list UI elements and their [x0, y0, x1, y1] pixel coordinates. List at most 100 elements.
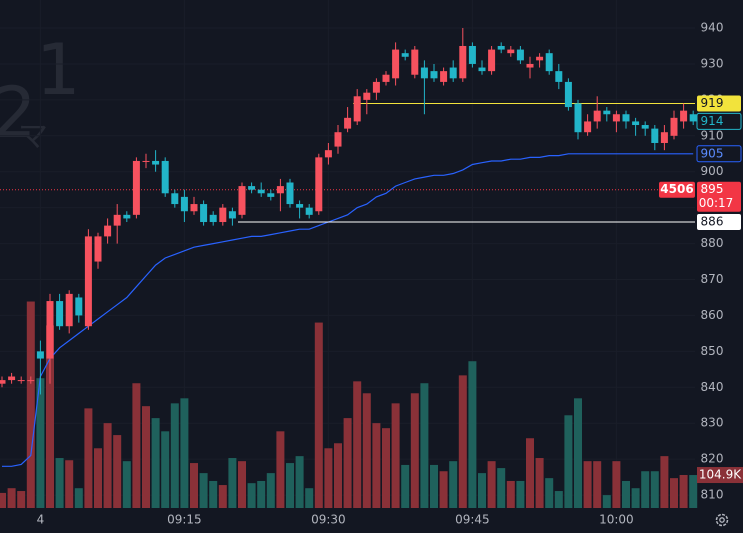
candle-body	[190, 204, 198, 212]
price-tag: 919	[697, 95, 741, 112]
candle-body	[478, 67, 486, 72]
candle-body	[555, 71, 563, 82]
volume-bar	[151, 418, 160, 508]
candle-body	[468, 45, 476, 64]
candle-body	[420, 67, 428, 79]
volume-bar	[324, 448, 333, 508]
volume-bar	[679, 475, 688, 508]
volume-bar	[506, 480, 515, 508]
candle-body	[401, 53, 409, 57]
volume-bar	[468, 361, 477, 508]
volume-bar	[458, 375, 467, 508]
volume-bar	[593, 461, 602, 508]
candle-body	[507, 49, 515, 54]
candle-body	[536, 56, 544, 61]
candle-body	[430, 71, 438, 79]
candle-body	[440, 71, 448, 82]
volume-bar	[228, 458, 237, 508]
volume-bar	[622, 480, 630, 508]
volume-bar	[689, 475, 698, 508]
x-tick-label: 10:00	[599, 513, 634, 527]
price-tag-box	[697, 214, 741, 231]
side-tag-box	[659, 181, 695, 198]
volume-bar	[439, 471, 448, 508]
volume-bar	[574, 398, 582, 508]
candle-body	[56, 301, 64, 327]
volume-bar	[26, 301, 35, 508]
candle-body	[382, 74, 390, 82]
volume-bar	[295, 456, 304, 508]
price-tag-box	[696, 112, 742, 130]
candle-body	[228, 211, 236, 219]
price-tag: 905	[696, 145, 742, 163]
watermark: 2 1 マ	[0, 29, 81, 154]
volume-bar	[74, 488, 83, 508]
candle-body	[488, 49, 496, 72]
y-tick-label: 850	[701, 344, 724, 358]
volume-bar	[46, 325, 54, 508]
volume-bar	[487, 461, 496, 508]
candle-body	[113, 214, 121, 226]
volume-bar	[420, 383, 429, 508]
volume-bar	[132, 383, 141, 508]
y-tick-label: 820	[701, 452, 724, 466]
volume-bar	[65, 460, 74, 508]
price-tag-box	[697, 95, 741, 112]
candle-body	[267, 193, 275, 197]
candle-body	[248, 186, 256, 190]
candle-body	[641, 125, 649, 129]
candle-body	[65, 293, 73, 327]
volume-bar	[7, 488, 16, 508]
candle-body	[632, 121, 640, 126]
volume-bar	[497, 468, 506, 508]
candle-body	[670, 117, 678, 136]
candle-body	[180, 196, 188, 212]
volume-bar	[391, 403, 400, 508]
y-tick-label: 840	[701, 380, 724, 394]
price-tag-label: 914	[701, 114, 724, 128]
volume-bar	[660, 456, 669, 508]
y-tick-label: 830	[701, 416, 724, 430]
settings-icon[interactable]	[715, 513, 729, 527]
x-tick-label: 09:45	[455, 513, 490, 527]
y-tick-label: 880	[701, 236, 724, 250]
volume-bar	[113, 435, 122, 508]
volume-bar	[190, 463, 198, 508]
y-tick-label: 900	[701, 164, 724, 178]
candle-body	[344, 117, 352, 129]
candle-body	[257, 189, 265, 194]
candle-body	[75, 297, 83, 316]
volume-bar	[362, 393, 371, 508]
volume-bar	[583, 461, 592, 508]
volume-bar	[84, 408, 93, 508]
x-tick-label: 4	[37, 513, 45, 527]
candle-body	[286, 182, 294, 205]
candle-body	[660, 132, 668, 143]
candle-body	[622, 114, 630, 122]
price-tag-box	[697, 181, 741, 212]
candle-body	[411, 49, 419, 75]
candle-body	[603, 110, 611, 115]
volume-bar	[276, 431, 285, 508]
volume-bar	[36, 378, 45, 508]
volume-bar	[564, 415, 573, 508]
watermark-text: 1	[36, 29, 81, 111]
candle-body	[497, 45, 505, 50]
candle-body	[363, 92, 371, 100]
volume-bar	[17, 491, 26, 508]
volume-bar	[170, 403, 179, 508]
candle-body	[161, 160, 169, 194]
volume-bar	[430, 464, 438, 508]
volume-tag-label: 104.9K	[699, 468, 742, 482]
candle-body	[574, 103, 582, 133]
candle-body	[372, 81, 380, 93]
candle-body	[516, 49, 524, 61]
volume-bar	[0, 492, 6, 508]
volume-bar	[612, 461, 621, 508]
candle-body	[152, 160, 160, 165]
price-tag: 914	[696, 112, 742, 130]
candle-body	[142, 160, 150, 162]
candle-body	[593, 110, 601, 122]
candle-body	[17, 380, 25, 382]
